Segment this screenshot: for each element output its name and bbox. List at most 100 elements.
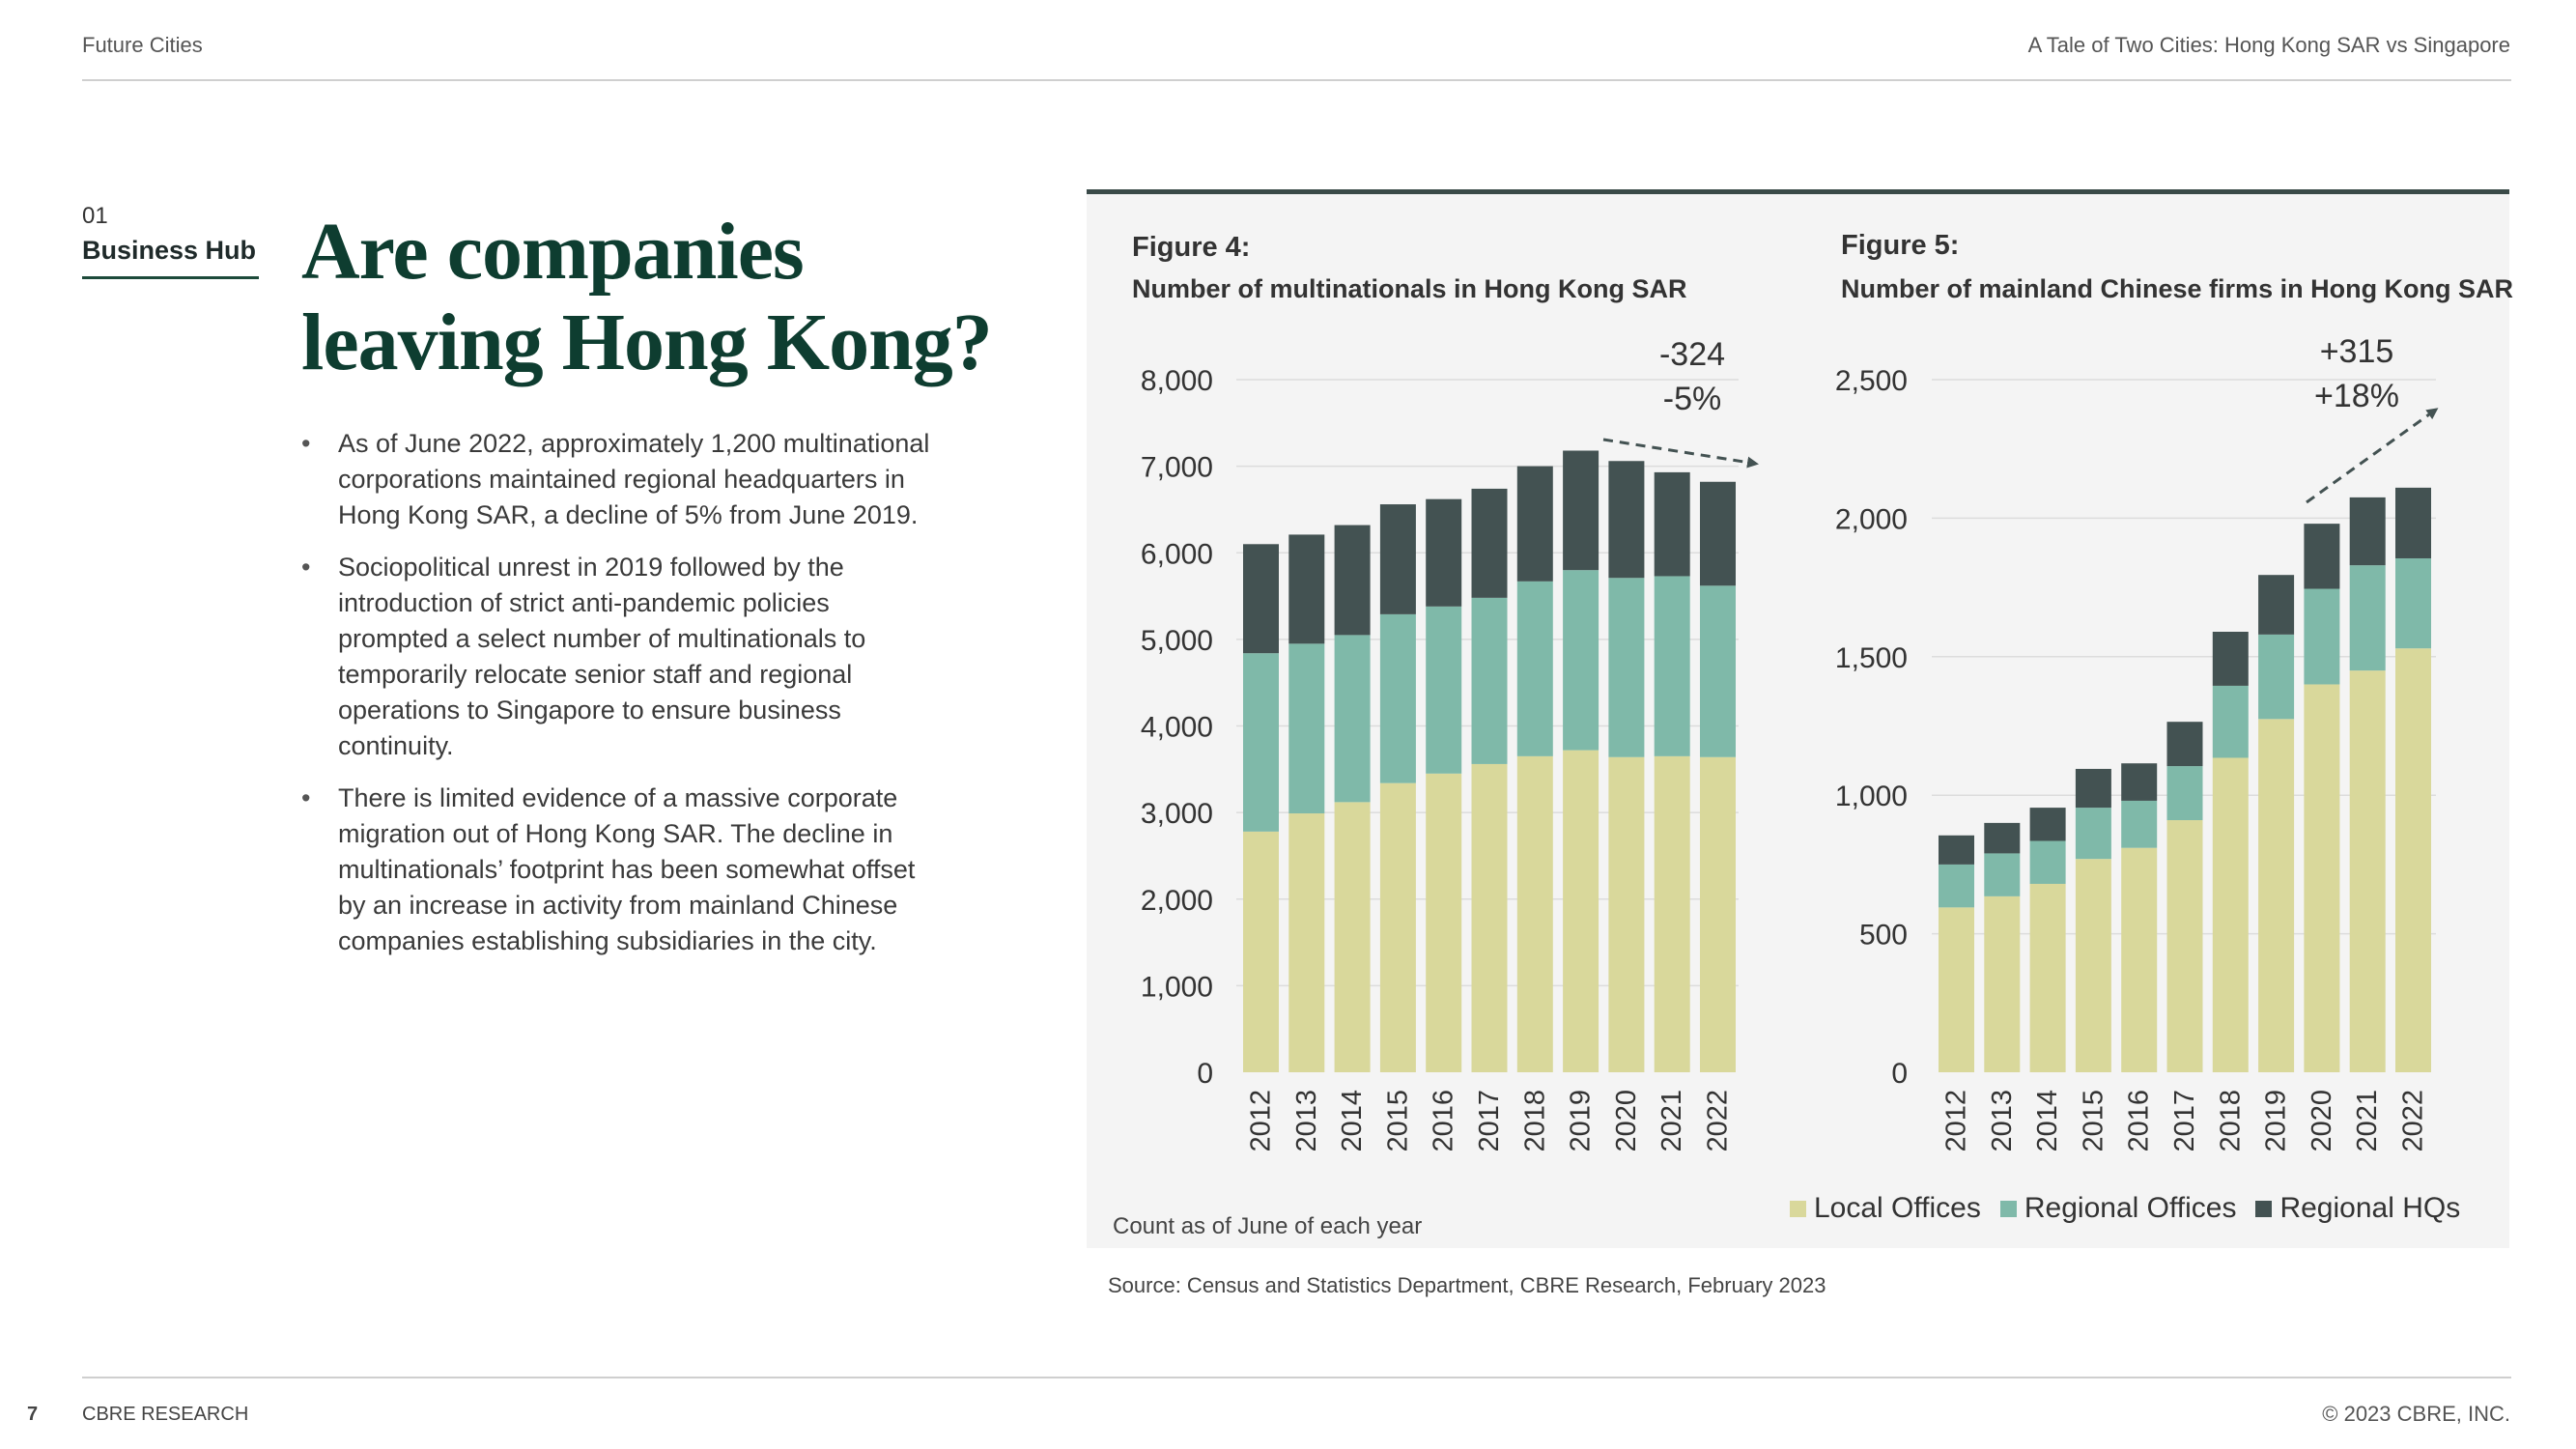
- bar-regional-offices: [1563, 570, 1599, 751]
- bar-regional-hqs: [2258, 575, 2295, 635]
- bar-regional-hqs: [1939, 835, 1974, 865]
- legend-swatch-regional-offices: [1999, 1200, 2017, 1217]
- figure-4-chart: 0 1,000 2,000 3,000 4,000 5,000 6,000 7,000 8,00…: [1141, 336, 1759, 1152]
- bullet-text: As of June 2022, approximately 1,200 mul…: [338, 429, 930, 529]
- bar-regional-offices: [1426, 606, 1462, 774]
- bar-local: [2349, 670, 2386, 1072]
- bar-local: [2029, 883, 2066, 1072]
- bar-regional-offices: [1334, 635, 1371, 803]
- bar-regional-offices: [1516, 581, 1553, 756]
- x-tick-label: 2021: [1656, 1090, 1687, 1152]
- footer-divider: [82, 1377, 2511, 1378]
- bar-regional-hqs: [1700, 481, 1736, 586]
- figure-4-title: Number of multinationals in Hong Kong SA…: [1132, 274, 1687, 303]
- bullet-item: • There is limited evidence of a massive…: [301, 781, 939, 959]
- section-underline: [82, 276, 259, 279]
- bar-regional-offices: [2166, 766, 2203, 821]
- x-tick-label: 2019: [1566, 1090, 1597, 1152]
- bar-regional-hqs: [1334, 525, 1371, 636]
- bar-regional-hqs: [1379, 504, 1416, 614]
- x-tick-label: 2020: [2307, 1090, 2337, 1152]
- y-tick-label: 6,000: [1141, 538, 1213, 570]
- legend-item-regional-hqs: Regional HQs: [2255, 1192, 2460, 1225]
- chart-source: Source: Census and Statistics Department…: [1108, 1273, 1826, 1297]
- page-title-line-1: Are companies: [301, 207, 805, 297]
- page-title: Are companies leaving Hong Kong?: [301, 207, 993, 388]
- bar-local: [1984, 895, 2021, 1072]
- figure-5-title: Number of mainland Chinese firms in Hong…: [1841, 274, 2514, 303]
- trend-arrow: [1602, 438, 1759, 469]
- y-tick-label: 0: [1891, 1058, 1908, 1090]
- x-tick-label: 2013: [1987, 1090, 2018, 1152]
- bar-regional-offices: [1700, 585, 1736, 757]
- annotation-percent: -5%: [1663, 381, 1721, 417]
- bar-regional-hqs: [1471, 488, 1508, 598]
- bullet-item: • Sociopolitical unrest in 2019 followed…: [301, 550, 939, 764]
- bar-local: [1426, 773, 1462, 1072]
- chart-legend: Local Offices Regional Offices Regional …: [1790, 1192, 2479, 1225]
- y-tick-label: 2,000: [1835, 503, 1908, 535]
- bar-regional-offices: [1471, 597, 1508, 764]
- y-tick-label: 5,000: [1141, 625, 1213, 657]
- bar-regional-hqs: [2121, 763, 2158, 801]
- bar-local: [1288, 813, 1325, 1072]
- y-tick-label: 1,000: [1141, 971, 1213, 1003]
- bar-regional-hqs: [1654, 471, 1690, 577]
- y-tick-label: 7,000: [1141, 452, 1213, 484]
- y-tick-label: 2,000: [1141, 885, 1213, 917]
- bar-regional-hqs: [1563, 450, 1599, 571]
- footer-copyright: © 2023 CBRE, INC.: [2322, 1402, 2510, 1426]
- bar-regional-hqs: [1288, 534, 1325, 644]
- x-tick-label: 2017: [1474, 1090, 1505, 1152]
- y-tick-label: 3,000: [1141, 798, 1213, 830]
- legend-label: Regional Offices: [2024, 1192, 2237, 1224]
- bullet-marker: •: [301, 429, 311, 458]
- annotation-percent: +18%: [2314, 378, 2399, 414]
- bar-local: [2304, 684, 2340, 1072]
- legend-label: Regional HQs: [2279, 1192, 2461, 1224]
- bar-regional-hqs: [2349, 497, 2386, 566]
- bar-regional-hqs: [1608, 461, 1645, 579]
- bar-regional-hqs: [1243, 544, 1279, 654]
- bar-regional-hqs: [2029, 808, 2066, 841]
- y-tick-label: 2,500: [1835, 365, 1908, 397]
- bar-local: [1243, 831, 1279, 1072]
- bar-local: [2212, 757, 2249, 1072]
- y-tick-label: 4,000: [1141, 712, 1213, 744]
- bar-local: [2075, 859, 2111, 1072]
- figure-5-label: Figure 5:: [1841, 230, 1960, 261]
- annotation-change: +315: [2320, 333, 2394, 370]
- bar-regional-offices: [2349, 565, 2386, 671]
- bar-local: [1516, 755, 1553, 1072]
- bar-regional-hqs: [2304, 524, 2340, 589]
- x-tick-label: 2022: [1703, 1090, 1734, 1152]
- figure-5-chart: 0 500 1,000 1,500 2,000 2,500 2012 2013 2014 2015…: [1835, 333, 2439, 1152]
- header-right-title: A Tale of Two Cities: Hong Kong SAR vs S…: [2027, 33, 2510, 57]
- header-left-title: Future Cities: [82, 33, 203, 57]
- legend-swatch-regional-hqs: [2255, 1200, 2273, 1217]
- bar-local: [2166, 820, 2203, 1072]
- x-tick-label: 2021: [2352, 1090, 2383, 1152]
- bar-regional-offices: [2075, 808, 2111, 860]
- bar-local: [1563, 750, 1599, 1072]
- bar-regional-offices: [1608, 578, 1645, 757]
- legend-swatch-local: [1790, 1200, 1806, 1217]
- footer-brand: CBRE RESEARCH: [82, 1404, 249, 1425]
- bar-local: [1654, 755, 1690, 1072]
- x-tick-label: 2016: [1429, 1090, 1459, 1152]
- x-tick-label: 2018: [2215, 1090, 2246, 1152]
- legend-label: Local Offices: [1814, 1192, 1981, 1224]
- bar-regional-hqs: [1984, 822, 2021, 854]
- bar-regional-hqs: [2166, 722, 2203, 767]
- bullet-item: • As of June 2022, approximately 1,200 m…: [301, 426, 939, 533]
- bullet-text: Sociopolitical unrest in 2019 followed b…: [338, 553, 866, 760]
- bar-local: [1334, 802, 1371, 1072]
- bar-regional-offices: [2212, 685, 2249, 758]
- x-tick-label: 2020: [1611, 1090, 1642, 1152]
- bar-local: [1939, 907, 1974, 1072]
- bar-regional-offices: [2121, 800, 2158, 848]
- x-tick-label: 2012: [1246, 1090, 1277, 1152]
- bar-regional-hqs: [1426, 498, 1462, 607]
- bar-local: [1471, 763, 1508, 1072]
- bar-regional-hqs: [2395, 487, 2431, 558]
